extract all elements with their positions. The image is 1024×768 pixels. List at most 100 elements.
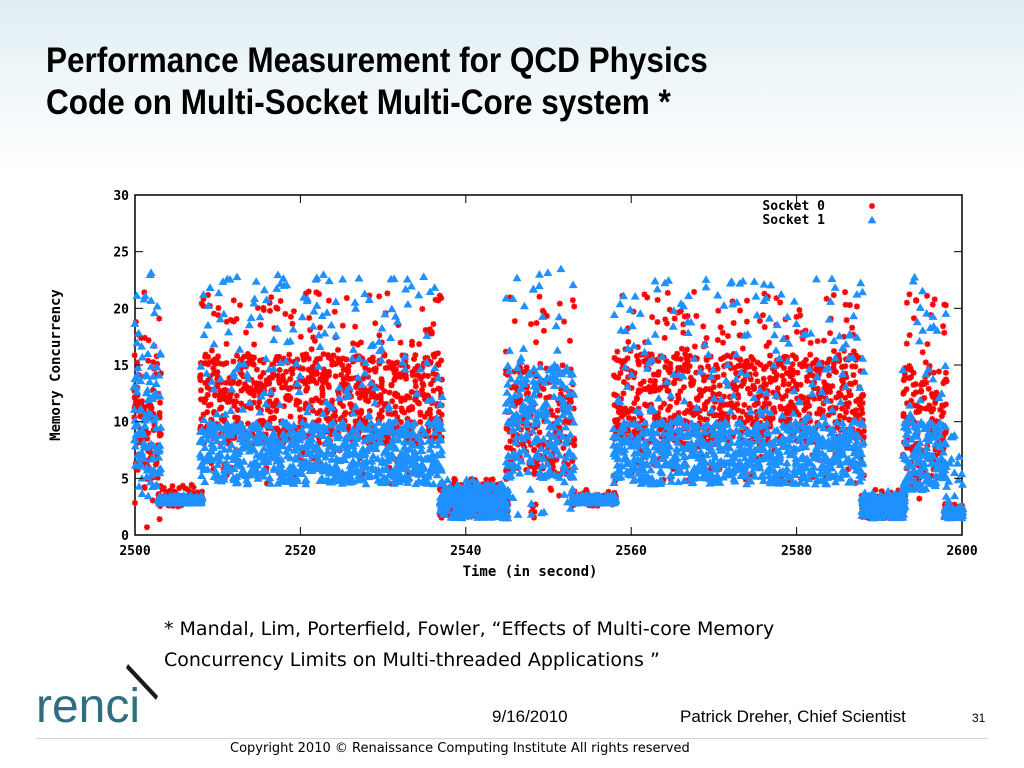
data-point [710, 377, 717, 384]
data-point [523, 364, 530, 371]
data-point [169, 483, 176, 490]
data-point [303, 387, 310, 394]
data-point [569, 418, 579, 426]
data-point [652, 412, 659, 419]
data-point [754, 414, 761, 421]
data-point [419, 386, 426, 393]
data-point [757, 419, 764, 426]
data-point [222, 386, 229, 393]
data-point [347, 354, 357, 362]
data-point [324, 276, 334, 285]
data-point [925, 405, 932, 412]
data-point [718, 409, 725, 416]
data-point [927, 312, 934, 319]
data-point [320, 351, 327, 358]
data-point [195, 436, 205, 445]
data-point [131, 382, 141, 391]
data-point [202, 396, 209, 403]
data-point [677, 388, 684, 395]
data-point [289, 370, 296, 377]
data-point [133, 363, 143, 371]
data-point [239, 359, 249, 368]
data-point [676, 437, 683, 444]
data-point [334, 387, 341, 394]
data-point [285, 393, 292, 400]
data-point [313, 369, 320, 376]
data-point [522, 449, 532, 458]
data-point [204, 384, 211, 391]
data-point [226, 440, 233, 447]
data-point [566, 419, 573, 426]
data-point [130, 441, 140, 450]
data-point [139, 398, 146, 405]
data-point [661, 334, 668, 341]
data-point [908, 374, 915, 381]
data-point [660, 476, 667, 483]
data-point [234, 414, 241, 421]
data-point [849, 408, 856, 415]
data-point [543, 456, 550, 463]
data-point [520, 369, 527, 376]
data-point [821, 379, 828, 386]
data-point [249, 356, 256, 363]
data-point [340, 366, 347, 373]
data-point [140, 421, 150, 430]
data-point [304, 402, 314, 410]
data-point [505, 346, 515, 354]
data-point [210, 310, 217, 317]
data-point [832, 368, 839, 375]
data-point [344, 382, 351, 389]
data-point [147, 449, 154, 456]
data-point [559, 362, 566, 369]
data-point [528, 321, 535, 328]
data-point [247, 385, 254, 392]
data-point [430, 363, 440, 372]
data-point [263, 377, 270, 384]
data-point [541, 409, 551, 418]
data-point [840, 333, 847, 340]
data-point [536, 444, 546, 452]
data-point [212, 409, 222, 418]
data-point [614, 348, 621, 355]
data-point [297, 425, 307, 433]
data-point [273, 397, 280, 404]
data-point [430, 428, 440, 436]
data-point [618, 359, 625, 366]
data-point [693, 355, 700, 362]
data-point [763, 343, 770, 350]
data-point [302, 294, 312, 303]
data-point [230, 358, 237, 365]
data-point [198, 415, 205, 422]
data-point [926, 402, 933, 409]
data-point [144, 435, 151, 442]
data-point [369, 358, 376, 365]
data-point [131, 352, 138, 359]
data-point [425, 287, 435, 295]
data-point [225, 275, 235, 283]
data-point [633, 395, 640, 402]
data-point [651, 386, 658, 393]
data-point [403, 393, 410, 400]
data-point [356, 380, 363, 387]
data-point [255, 437, 265, 445]
data-point [176, 485, 183, 492]
data-point [903, 386, 910, 393]
data-point [535, 375, 545, 384]
data-point [488, 505, 498, 513]
data-point [210, 365, 217, 372]
data-point [368, 384, 375, 391]
data-point [299, 365, 306, 372]
data-point [771, 409, 778, 416]
data-point [317, 376, 324, 383]
data-point [625, 325, 632, 332]
data-point [251, 392, 258, 399]
data-point [769, 406, 776, 413]
data-point [707, 396, 714, 403]
data-point [285, 336, 295, 345]
data-point [305, 355, 312, 362]
data-point [211, 360, 218, 367]
data-point [747, 376, 754, 383]
data-point [675, 309, 682, 316]
data-point [132, 291, 142, 299]
data-point [146, 410, 156, 418]
